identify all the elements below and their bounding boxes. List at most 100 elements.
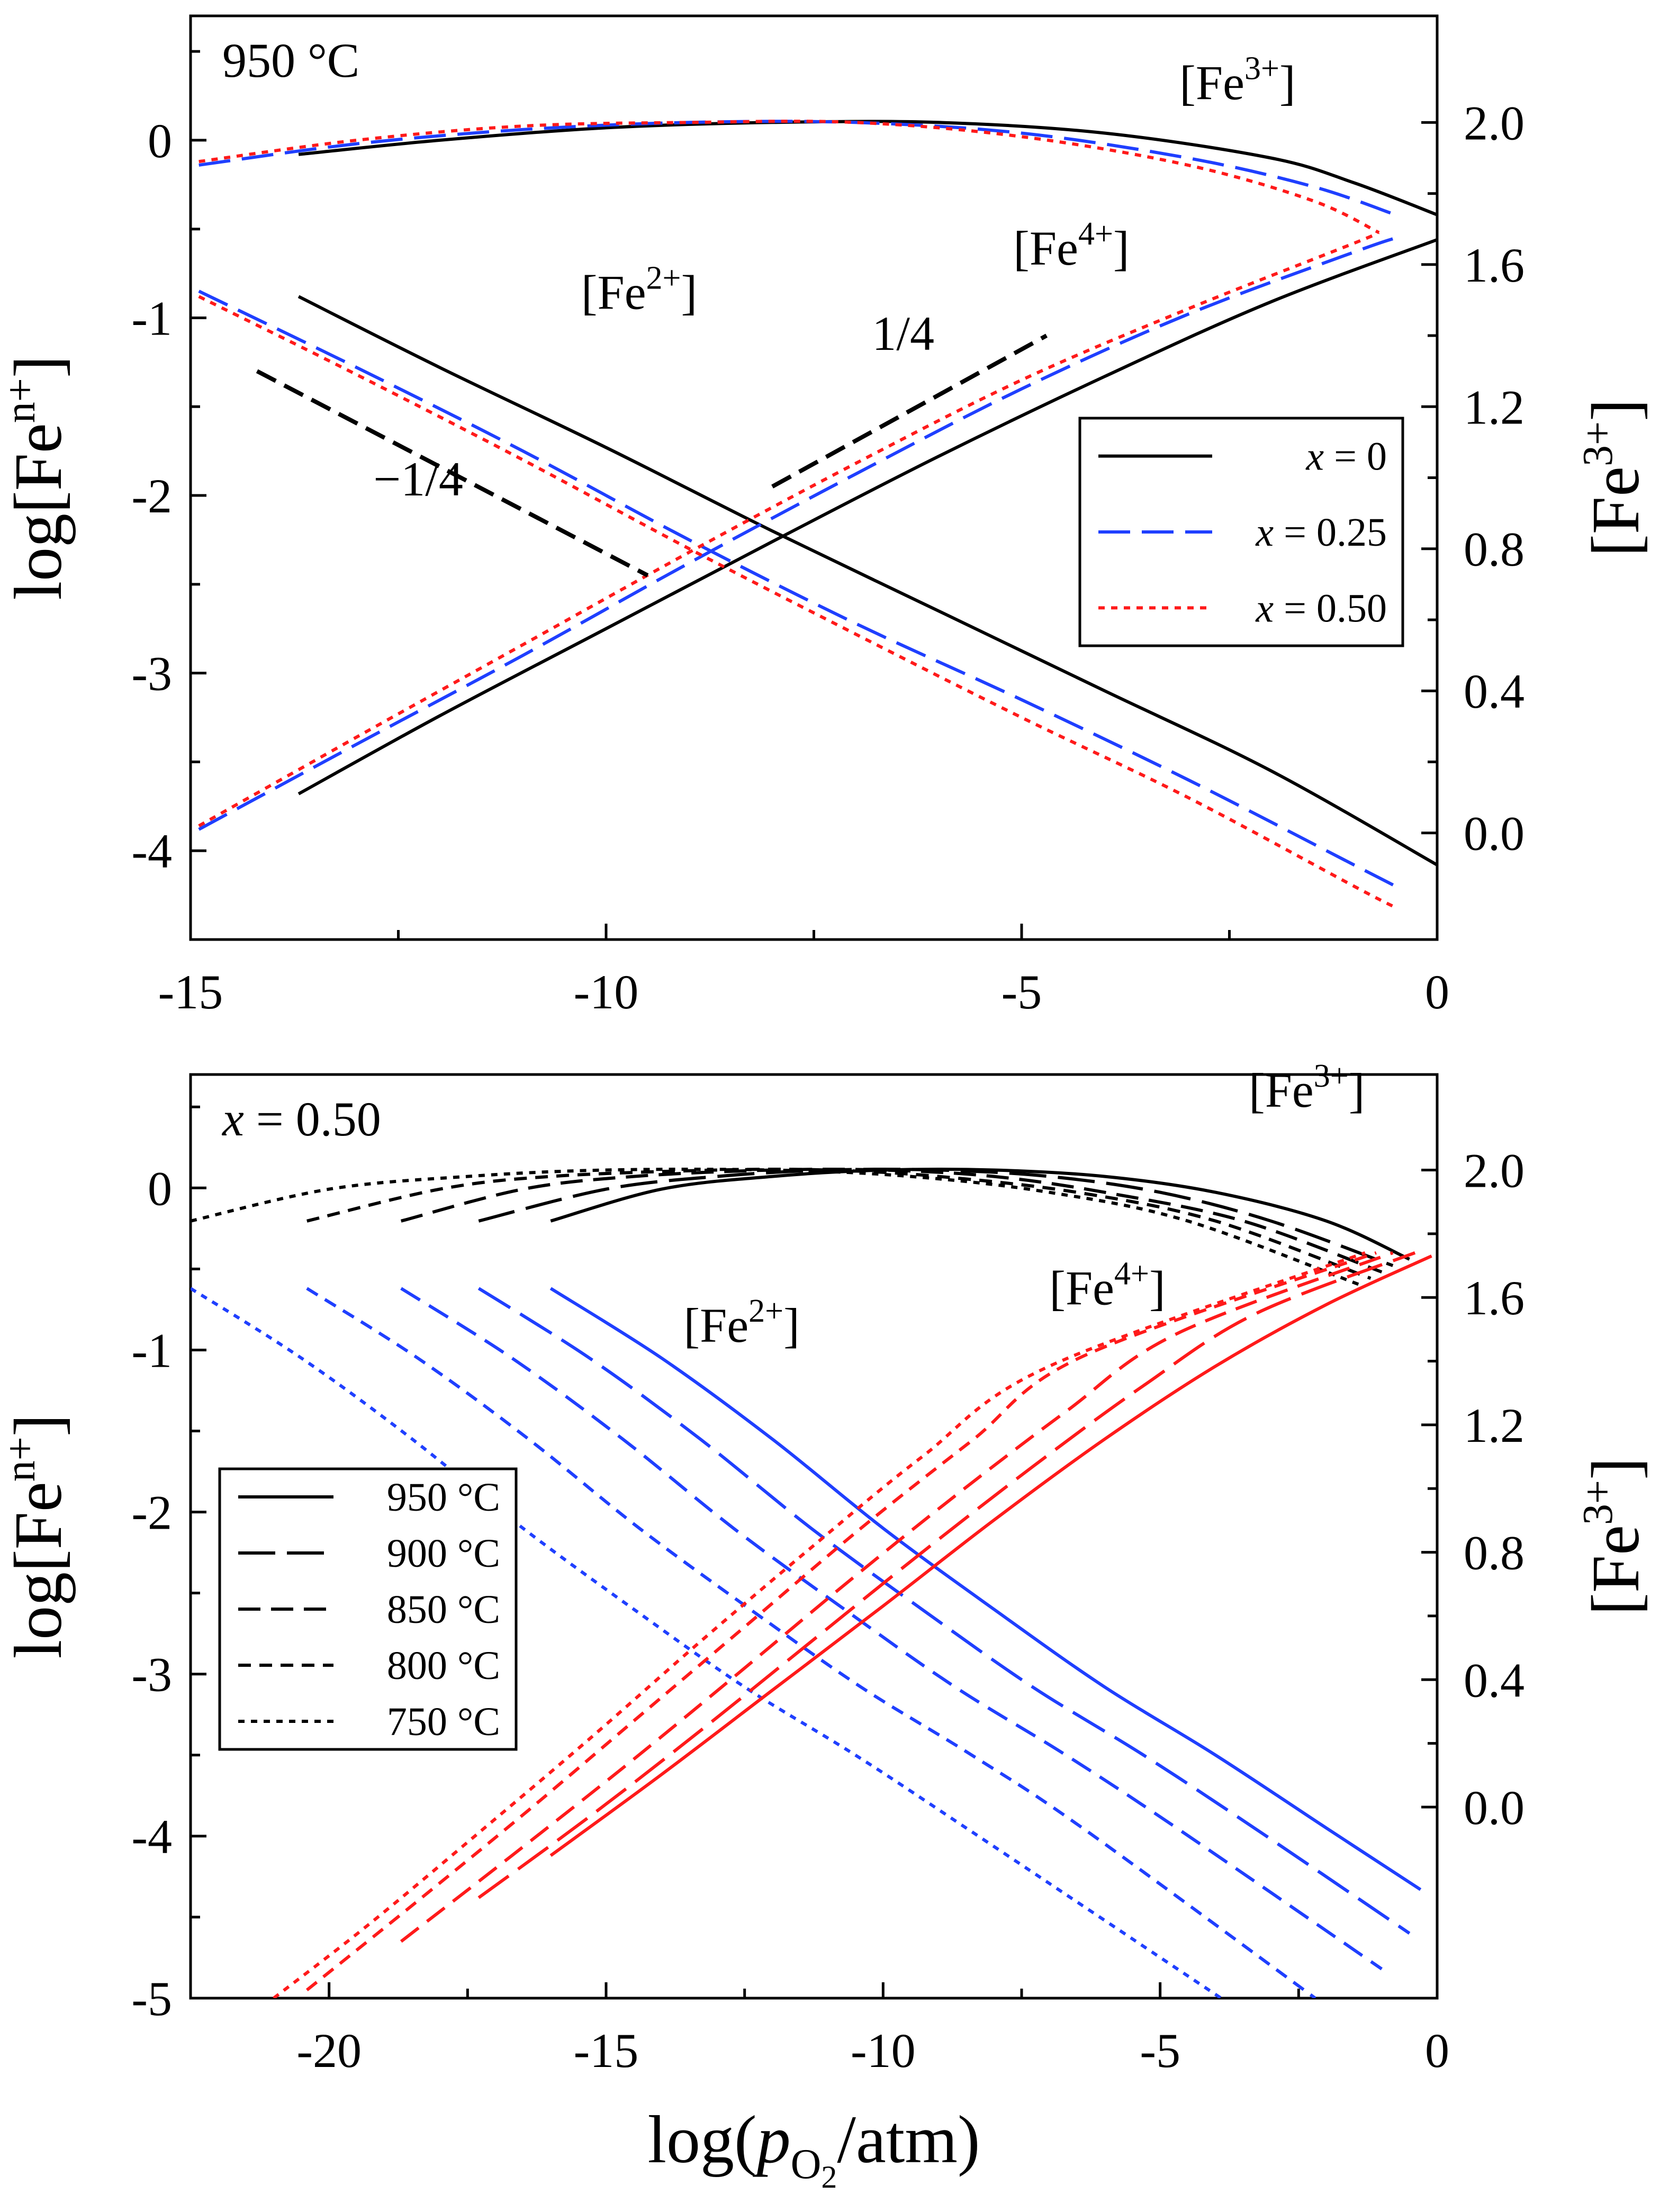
panel-label-text: 950 °C bbox=[222, 33, 359, 87]
slope-neg-label-base: −1/4 bbox=[373, 452, 463, 506]
x-tick-label: -15 bbox=[574, 2024, 639, 2078]
y-tick-label: -1 bbox=[131, 291, 172, 345]
legend-label-var: x bbox=[1305, 435, 1324, 479]
legend-label-value: = 0.25 bbox=[1274, 510, 1387, 555]
legend-label: x = 0.50 bbox=[1255, 586, 1387, 630]
fe3-label-sup: 3+ bbox=[1244, 51, 1279, 87]
y-axis-title-sup: n+ bbox=[0, 378, 44, 423]
series-line bbox=[478, 1168, 1394, 1267]
legend: x = 0x = 0.25x = 0.50 bbox=[1078, 417, 1404, 647]
fe2-label-base: [Fe bbox=[581, 266, 646, 320]
series-line bbox=[477, 1287, 1411, 1935]
x-axis-title-subsub: 2 bbox=[821, 2160, 837, 2195]
legend-label: 850 °C bbox=[387, 1587, 500, 1632]
series-line bbox=[297, 238, 1437, 796]
slope-pos-label: 1/4 bbox=[872, 306, 934, 360]
fe3-label-close: ] bbox=[1279, 56, 1296, 110]
series-line bbox=[298, 120, 1437, 216]
fe4-label-base: [Fe bbox=[1013, 221, 1078, 275]
y-tick-label: 0 bbox=[148, 1161, 172, 1215]
series-line bbox=[305, 1251, 1377, 1992]
y2-axis-title-sup: 3+ bbox=[1575, 421, 1621, 466]
y2-tick-label: 0.0 bbox=[1464, 1781, 1524, 1835]
fe2-label-close: ] bbox=[783, 1298, 800, 1352]
series-line bbox=[400, 1287, 1383, 1971]
legend: 950 °C 900 °C 850 °C 800 °C 750 °C bbox=[218, 1467, 518, 1751]
y2-axis-title-close: ] bbox=[1578, 399, 1653, 421]
y2-axis-title-base: [Fe bbox=[1578, 1525, 1653, 1615]
fe3-label: [Fe3+] bbox=[1249, 1058, 1365, 1117]
y2-tick-label: 0.8 bbox=[1464, 522, 1524, 576]
legend-label-text: 850 °C bbox=[387, 1587, 500, 1632]
legend-label-text: 800 °C bbox=[387, 1644, 500, 1688]
y2-tick-label: 0.4 bbox=[1464, 664, 1524, 718]
legend-label: x = 0 bbox=[1305, 435, 1387, 479]
y2-tick-label: 0.8 bbox=[1464, 1526, 1524, 1580]
x-tick-label: -10 bbox=[851, 2024, 916, 2078]
chart-panel-bottom: -20 -15 -10 -5 0 0 -1 -2 -3 -4 -5 2.0 1.6 1.2 0.8 0.4 0.… bbox=[0, 1058, 1653, 2195]
series-group bbox=[191, 1168, 1432, 1998]
legend-label: x = 0.25 bbox=[1255, 510, 1387, 555]
y-axis-title-close: ] bbox=[1, 1414, 76, 1437]
slope-neg-guide bbox=[256, 369, 649, 577]
fe2-label: [Fe2+] bbox=[581, 260, 697, 320]
series-line bbox=[550, 1168, 1410, 1261]
series-line bbox=[198, 236, 1396, 831]
fe4-label-base: [Fe bbox=[1049, 1261, 1114, 1315]
x-tick-label: -20 bbox=[296, 2024, 362, 2078]
y2-tick-label: 0.4 bbox=[1464, 1653, 1524, 1707]
y-axis-title: log[Fen+] bbox=[0, 1414, 76, 1659]
chart-panel-top: -15 -10 -5 0 0 -1 -2 -3 -4 2.0 1.6 1.2 0.8 0.4 0.0 log[… bbox=[0, 14, 1653, 1019]
panel-label: 950 °C bbox=[222, 33, 359, 87]
fe2-label-close: ] bbox=[681, 266, 698, 320]
x-axis-title-prefix: log( bbox=[647, 2102, 756, 2177]
series-line bbox=[297, 295, 1437, 866]
fe3-label-sup: 3+ bbox=[1314, 1058, 1349, 1094]
x-axis-title-suffix: /atm) bbox=[837, 2102, 980, 2177]
x-axis-title-sub: O bbox=[791, 2141, 822, 2188]
y2-tick-label: 1.2 bbox=[1464, 1398, 1524, 1452]
series-line bbox=[198, 290, 1396, 888]
y-tick-label: -2 bbox=[131, 1486, 172, 1540]
legend-label-value: = 0.50 bbox=[1274, 586, 1387, 630]
x-tick-label: -5 bbox=[1140, 2024, 1180, 2078]
y-axis-title-base: log[Fe bbox=[1, 1482, 76, 1658]
plot-frame bbox=[189, 1073, 1439, 2000]
y-tick-label: -3 bbox=[131, 647, 172, 701]
fe3-label-base: [Fe bbox=[1249, 1063, 1314, 1117]
panel-label-text: = 0.50 bbox=[244, 1092, 381, 1146]
y2-tick-label: 1.6 bbox=[1464, 238, 1524, 292]
series-line bbox=[400, 1251, 1394, 1943]
series-line bbox=[191, 1287, 1222, 1998]
legend-label-var: x bbox=[1255, 586, 1274, 630]
y2-tick-label: 0.0 bbox=[1464, 807, 1524, 861]
y2-axis-title-sup: 3+ bbox=[1575, 1480, 1621, 1525]
x-axis-title-italic: p bbox=[753, 2102, 791, 2177]
x-tick-label: -10 bbox=[574, 965, 639, 1019]
panel-label: x = 0.50 bbox=[221, 1092, 381, 1146]
x-tick-label: 0 bbox=[1425, 965, 1449, 1019]
series-line bbox=[549, 1254, 1432, 1857]
y2-axis-title: [Fe3+] bbox=[1575, 1457, 1653, 1615]
fe4-label: [Fe4+] bbox=[1049, 1256, 1165, 1315]
legend-label: 950 °C bbox=[387, 1475, 500, 1520]
y-tick-label: 0 bbox=[148, 114, 172, 168]
x-axis-title: log(pO2/atm) bbox=[647, 2102, 980, 2195]
y-tick-label: -5 bbox=[131, 1972, 172, 2026]
fe4-label: [Fe4+] bbox=[1013, 216, 1129, 275]
fe2-label-sup: 2+ bbox=[646, 260, 681, 296]
series-line bbox=[198, 231, 1380, 827]
y2-axis-title: [Fe3+] bbox=[1575, 399, 1653, 556]
series-line bbox=[306, 1168, 1372, 1280]
legend-box bbox=[218, 1467, 518, 1751]
y2-tick-label: 1.2 bbox=[1464, 380, 1524, 434]
fe3-label: [Fe3+] bbox=[1179, 51, 1295, 110]
fe4-label-sup: 4+ bbox=[1114, 1256, 1149, 1292]
series-line bbox=[199, 120, 1396, 216]
y2-axis-title-close: ] bbox=[1578, 1457, 1653, 1480]
y-tick-label: -3 bbox=[131, 1648, 172, 1702]
legend-label-text: 950 °C bbox=[387, 1475, 500, 1520]
legend-label: 750 °C bbox=[387, 1700, 500, 1744]
y2-tick-label: 2.0 bbox=[1464, 96, 1524, 150]
